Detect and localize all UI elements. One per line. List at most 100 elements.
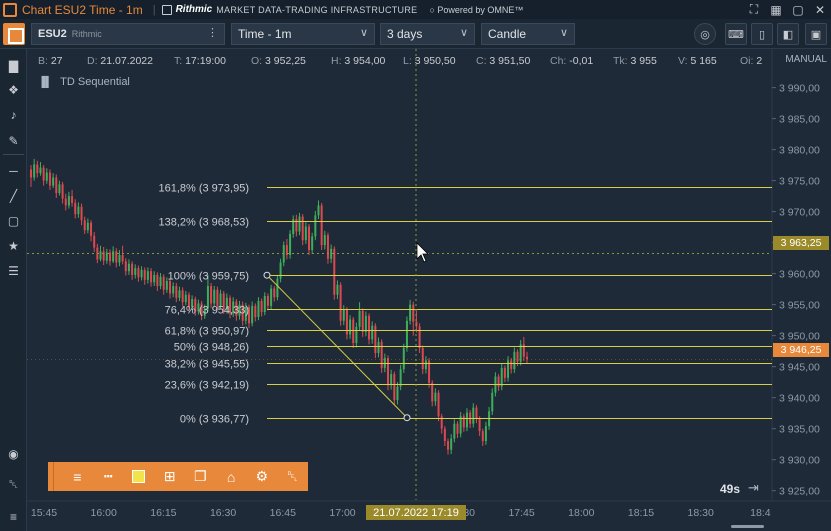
- candle-body: [355, 326, 358, 344]
- powered-by: ○ Powered by OMNE™: [429, 5, 523, 15]
- lock-icon[interactable]: ⌂: [226, 468, 236, 485]
- candle-body: [380, 341, 383, 368]
- pencil-icon[interactable]: ✎: [8, 133, 19, 148]
- delete-trash-icon[interactable]: ␡: [286, 468, 299, 484]
- candle-body: [431, 382, 434, 402]
- keyboard-icon[interactable]: ⌨: [725, 23, 747, 45]
- candle-body: [323, 235, 326, 246]
- candle-body: [127, 263, 130, 272]
- candle-body: [153, 274, 156, 283]
- candle-body: [232, 301, 235, 314]
- candle-body: [39, 167, 42, 174]
- open-label: O:: [251, 55, 263, 67]
- candle-body: [36, 164, 39, 174]
- candle-body: [124, 261, 127, 272]
- candle-body: [191, 299, 194, 308]
- rectangle-icon[interactable]: ▢: [7, 213, 20, 228]
- y-tick-label: 3 985,00: [779, 114, 820, 126]
- y-tick-label: 3 955,00: [779, 300, 820, 312]
- time-scrollbar[interactable]: [731, 525, 764, 528]
- timeframe-select[interactable]: Time - 1m ∨: [231, 23, 375, 45]
- candle-body: [137, 268, 140, 278]
- fib-level-label: 161,8% (3 973,95): [158, 183, 249, 195]
- horizontal-line-icon[interactable]: ─: [9, 163, 18, 178]
- candle-body: [270, 288, 273, 306]
- candle-body: [320, 205, 323, 246]
- candle-body: [374, 325, 377, 354]
- grid-layout-icon[interactable]: ▦: [770, 2, 782, 17]
- sidebar-divider: [3, 154, 24, 155]
- candle-body: [522, 344, 525, 357]
- candle-body: [247, 307, 250, 324]
- line-dash-icon[interactable]: ┅: [103, 468, 113, 484]
- indicator-name: TD Sequential: [60, 76, 130, 88]
- y-tick-label: 3 945,00: [779, 362, 820, 374]
- candle-body: [336, 284, 339, 295]
- chevron-down-icon: ∨: [559, 27, 568, 39]
- candle-body: [222, 293, 225, 310]
- chart-icon[interactable]: ▇: [8, 58, 19, 73]
- candle-body: [295, 219, 298, 232]
- layers-icon[interactable]: ❖: [8, 82, 19, 97]
- dom-trader-icon[interactable]: ◎: [694, 23, 716, 45]
- add-template-icon[interactable]: ⊞: [163, 468, 176, 484]
- candle-body: [52, 177, 55, 186]
- close-icon[interactable]: ✕: [814, 2, 826, 17]
- candle-body: [90, 222, 93, 236]
- fib-level-label: 138,2% (3 968,53): [158, 217, 249, 229]
- candle-body: [478, 418, 481, 432]
- close-value: 3 951,50: [489, 55, 531, 67]
- chart-type-select[interactable]: Candle ∨: [481, 23, 575, 45]
- indicator-legend[interactable]: ▐▌ TD Sequential: [38, 76, 130, 88]
- range-select[interactable]: 3 days ∨: [380, 23, 475, 45]
- bars-label: B:: [38, 55, 48, 67]
- candle-body: [371, 325, 374, 340]
- fibonacci-icon[interactable]: ★: [8, 238, 19, 253]
- symbol-selector[interactable]: ESU2 Rithmic ⋮: [31, 23, 225, 45]
- maximize-icon[interactable]: ▢: [792, 2, 804, 17]
- candle-body: [178, 290, 181, 298]
- list-icon[interactable]: ≡: [9, 509, 17, 524]
- candle-body: [102, 251, 105, 261]
- ticks-value: 3 955: [630, 55, 657, 67]
- drawing-sidebar: ▇ ❖ ♪ ✎ ─ ╱ ▢ ★ ☰ ◉ ␡ ≡: [0, 49, 27, 531]
- candle-body: [229, 297, 232, 314]
- candle-body: [333, 248, 336, 295]
- window-icon[interactable]: ▣: [805, 23, 827, 45]
- price-scale-mode[interactable]: MANUAL: [785, 54, 827, 65]
- trash-icon[interactable]: ␡: [8, 477, 19, 491]
- date-label: D:: [87, 55, 98, 67]
- settings-gear-icon[interactable]: ⚙: [255, 468, 269, 484]
- candle-body: [235, 301, 238, 316]
- panel-layout-icon[interactable]: ◧: [777, 23, 799, 45]
- trend-line-icon[interactable]: ╱: [9, 188, 18, 203]
- clone-icon[interactable]: ❐: [194, 468, 207, 484]
- scroll-to-end-icon[interactable]: ⇥: [748, 480, 759, 495]
- eye-icon[interactable]: ◉: [8, 446, 19, 461]
- info-time: T: 17:19:00: [174, 55, 226, 67]
- close-label: C:: [476, 55, 487, 67]
- candle-body: [437, 392, 440, 417]
- candle-body: [172, 286, 175, 294]
- candle-body: [140, 269, 143, 278]
- alert-bell-icon[interactable]: ♪: [10, 107, 17, 122]
- candle-body: [399, 369, 402, 387]
- drag-handle[interactable]: [48, 462, 54, 491]
- candle-body: [134, 268, 137, 275]
- fib-levels-icon[interactable]: ☰: [8, 263, 19, 278]
- candle-body: [74, 202, 77, 215]
- candle-body: [143, 269, 146, 280]
- sidebar-toggle-button[interactable]: [3, 23, 25, 45]
- rithmic-logo-icon: [161, 4, 172, 15]
- candle-body: [213, 289, 216, 304]
- color-picker-icon[interactable]: [123, 462, 154, 491]
- candle-body: [453, 423, 456, 439]
- line-style-icon[interactable]: ≡: [73, 468, 82, 485]
- expand-icon[interactable]: ⛶: [749, 2, 759, 16]
- candle-body: [462, 416, 465, 428]
- fib-trend-line: [266, 274, 408, 419]
- window-title: Chart ESU2 Time - 1m: [22, 2, 143, 17]
- mouse-icon[interactable]: ▯: [751, 23, 773, 45]
- candle-body: [519, 344, 522, 362]
